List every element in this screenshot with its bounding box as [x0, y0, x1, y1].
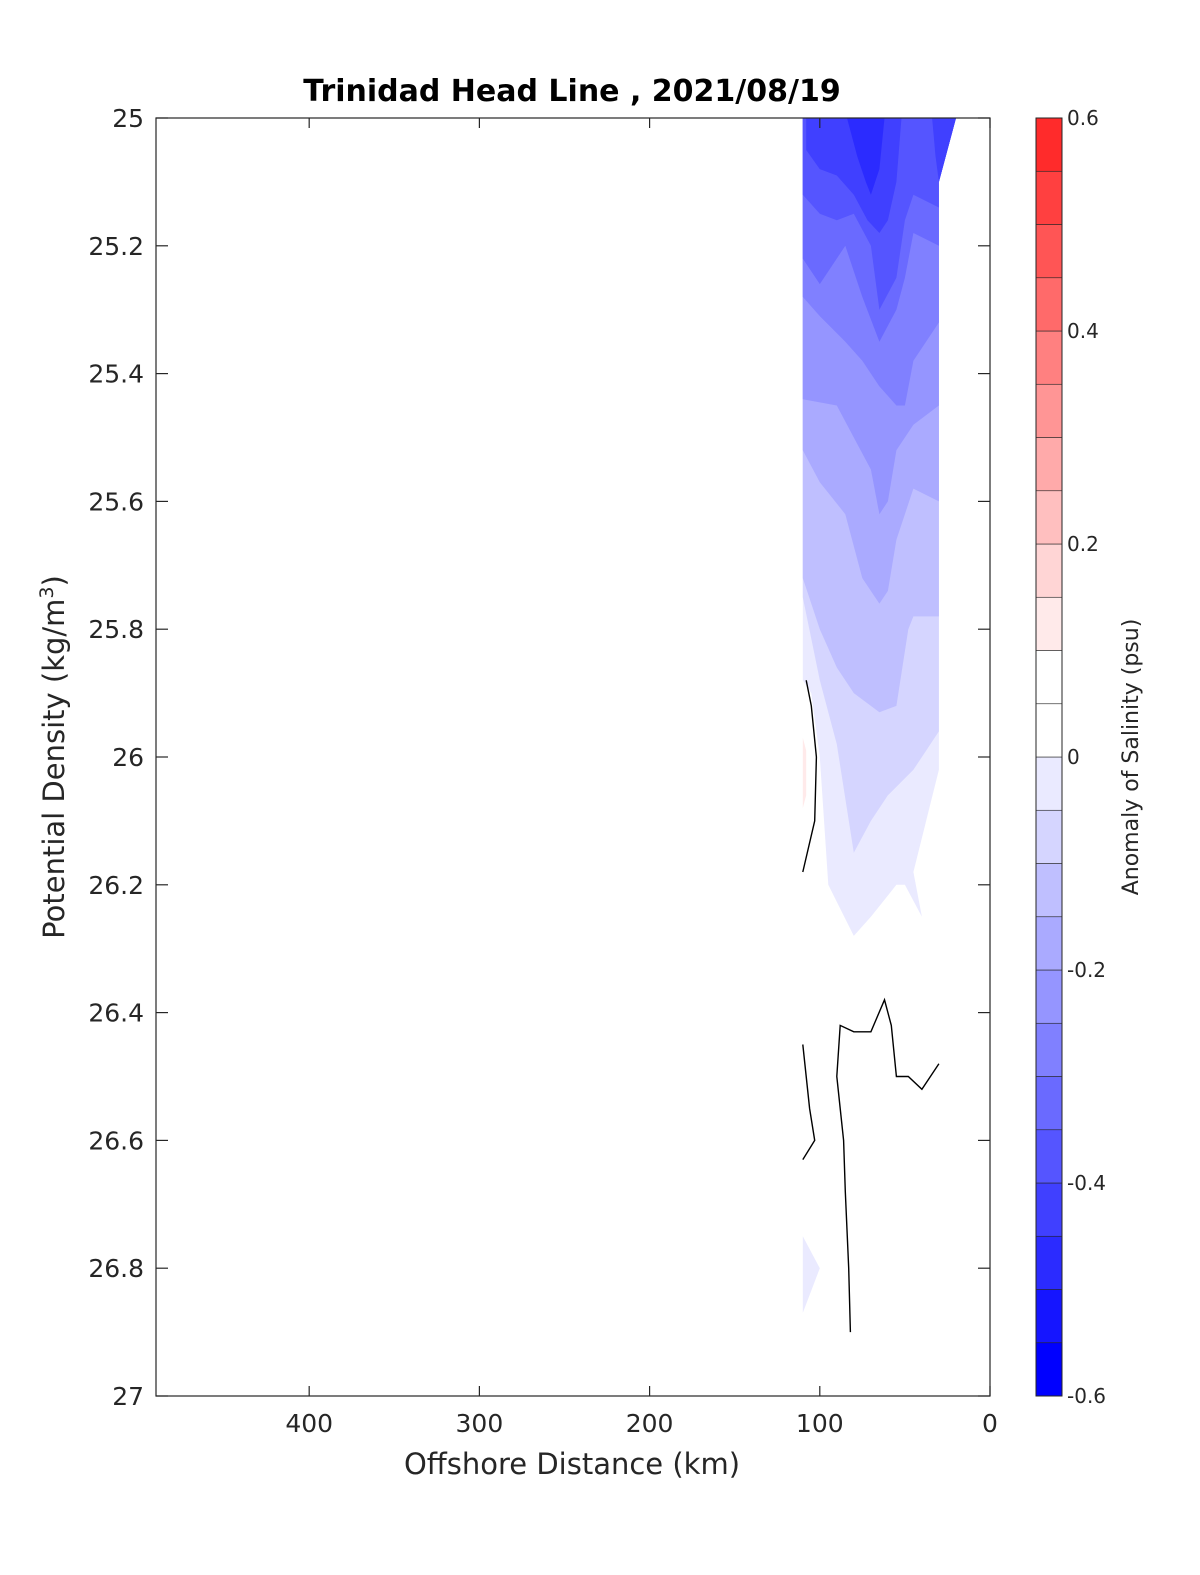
y-axis-label: Potential Density (kg/m3) [36, 575, 71, 939]
y-tick-label: 26 [112, 743, 144, 772]
x-tick-label: 300 [456, 1409, 504, 1438]
y-axis-label-base: Potential Density (kg/m [37, 599, 71, 939]
x-axis-label: Offshore Distance (km) [404, 1447, 740, 1481]
colorbar-block [1035, 916, 1063, 971]
colorbar-block [1035, 383, 1063, 438]
contour-region-9 [932, 118, 956, 182]
colorbar-label: Anomaly of Salinity (psu) [1119, 619, 1144, 896]
colorbar-block [1035, 1182, 1063, 1237]
y-tick-label: 25.8 [88, 615, 144, 644]
colorbar-block [1035, 224, 1063, 279]
colorbar-block [1035, 437, 1063, 492]
y-tick-label: 26.4 [88, 999, 144, 1028]
colorbar-blocks [1035, 117, 1063, 1397]
y-tick-label: 25 [112, 104, 144, 133]
colorbar-block [1035, 756, 1063, 811]
colorbar-block [1035, 1022, 1063, 1077]
colorbar-tick-label: 0.2 [1067, 532, 1099, 556]
colorbar-block [1035, 703, 1063, 758]
colorbar-block [1035, 863, 1063, 918]
colorbar-tick-label: 0 [1067, 745, 1080, 769]
y-axis-label-superscript: 3 [36, 586, 58, 598]
colorbar-block [1035, 809, 1063, 864]
y-tick-label: 25.6 [88, 487, 144, 516]
colorbar-block [1035, 330, 1063, 385]
colorbar-block [1035, 969, 1063, 1024]
colorbar-block [1035, 1289, 1063, 1344]
colorbar-block [1035, 543, 1063, 598]
chart-title: Trinidad Head Line , 2021/08/19 [303, 74, 840, 109]
y-tick-label: 26.8 [88, 1254, 144, 1283]
contour-line-1 [802, 1044, 816, 1160]
colorbar-frame [1035, 117, 1063, 1397]
x-tick-label: 200 [626, 1409, 674, 1438]
contour-lines [802, 680, 940, 1333]
colorbar-block [1035, 650, 1063, 705]
y-tick-label: 25.4 [88, 360, 144, 389]
colorbar-tick-label: 0.4 [1067, 319, 1099, 343]
contour-line-0 [802, 680, 818, 873]
colorbar-tick-label: -0.4 [1067, 1171, 1106, 1195]
contour-line-2 [836, 997, 940, 1333]
y-tick-label: 26.6 [88, 1126, 144, 1155]
x-axis-ticks: 400 300 200 100 0 [285, 118, 998, 1438]
y-tick-label: 25.2 [88, 232, 144, 261]
y-axis-ticks: 25 25.2 25.4 25.6 25.8 26 26.2 26.4 26.6 26.8 27 [88, 104, 990, 1411]
colorbar-tick-label: -0.6 [1067, 1384, 1106, 1408]
contour-region-12 [802, 1236, 820, 1313]
x-tick-label: 400 [285, 1409, 333, 1438]
colorbar-block [1035, 117, 1063, 172]
colorbar-ticks: 0.6 0.4 0.2 0 -0.2 -0.4 -0.6 [1067, 106, 1106, 1408]
colorbar-block [1035, 170, 1063, 225]
y-tick-label: 27 [112, 1382, 144, 1411]
colorbar: 0.6 0.4 0.2 0 -0.2 -0.4 -0.6 [1035, 106, 1106, 1408]
contour-region-11 [802, 737, 807, 809]
y-axis-label-tail: ) [37, 575, 71, 586]
colorbar-block [1035, 1076, 1063, 1131]
colorbar-block [1035, 1129, 1063, 1184]
colorbar-block [1035, 277, 1063, 332]
filled-contours [802, 118, 956, 1313]
colorbar-block [1035, 1342, 1063, 1397]
colorbar-block [1035, 596, 1063, 651]
plot-area: 400 300 200 100 0 25 25.2 25.4 25.6 25.8 26 26.2 26… [88, 104, 998, 1438]
contour-region-10 [847, 118, 885, 195]
colorbar-block [1035, 1235, 1063, 1290]
y-tick-label: 26.2 [88, 871, 144, 900]
colorbar-tick-label: -0.2 [1067, 958, 1106, 982]
x-tick-label: 0 [982, 1409, 998, 1438]
colorbar-block [1035, 490, 1063, 545]
x-tick-label: 100 [796, 1409, 844, 1438]
colorbar-tick-label: 0.6 [1067, 106, 1099, 130]
